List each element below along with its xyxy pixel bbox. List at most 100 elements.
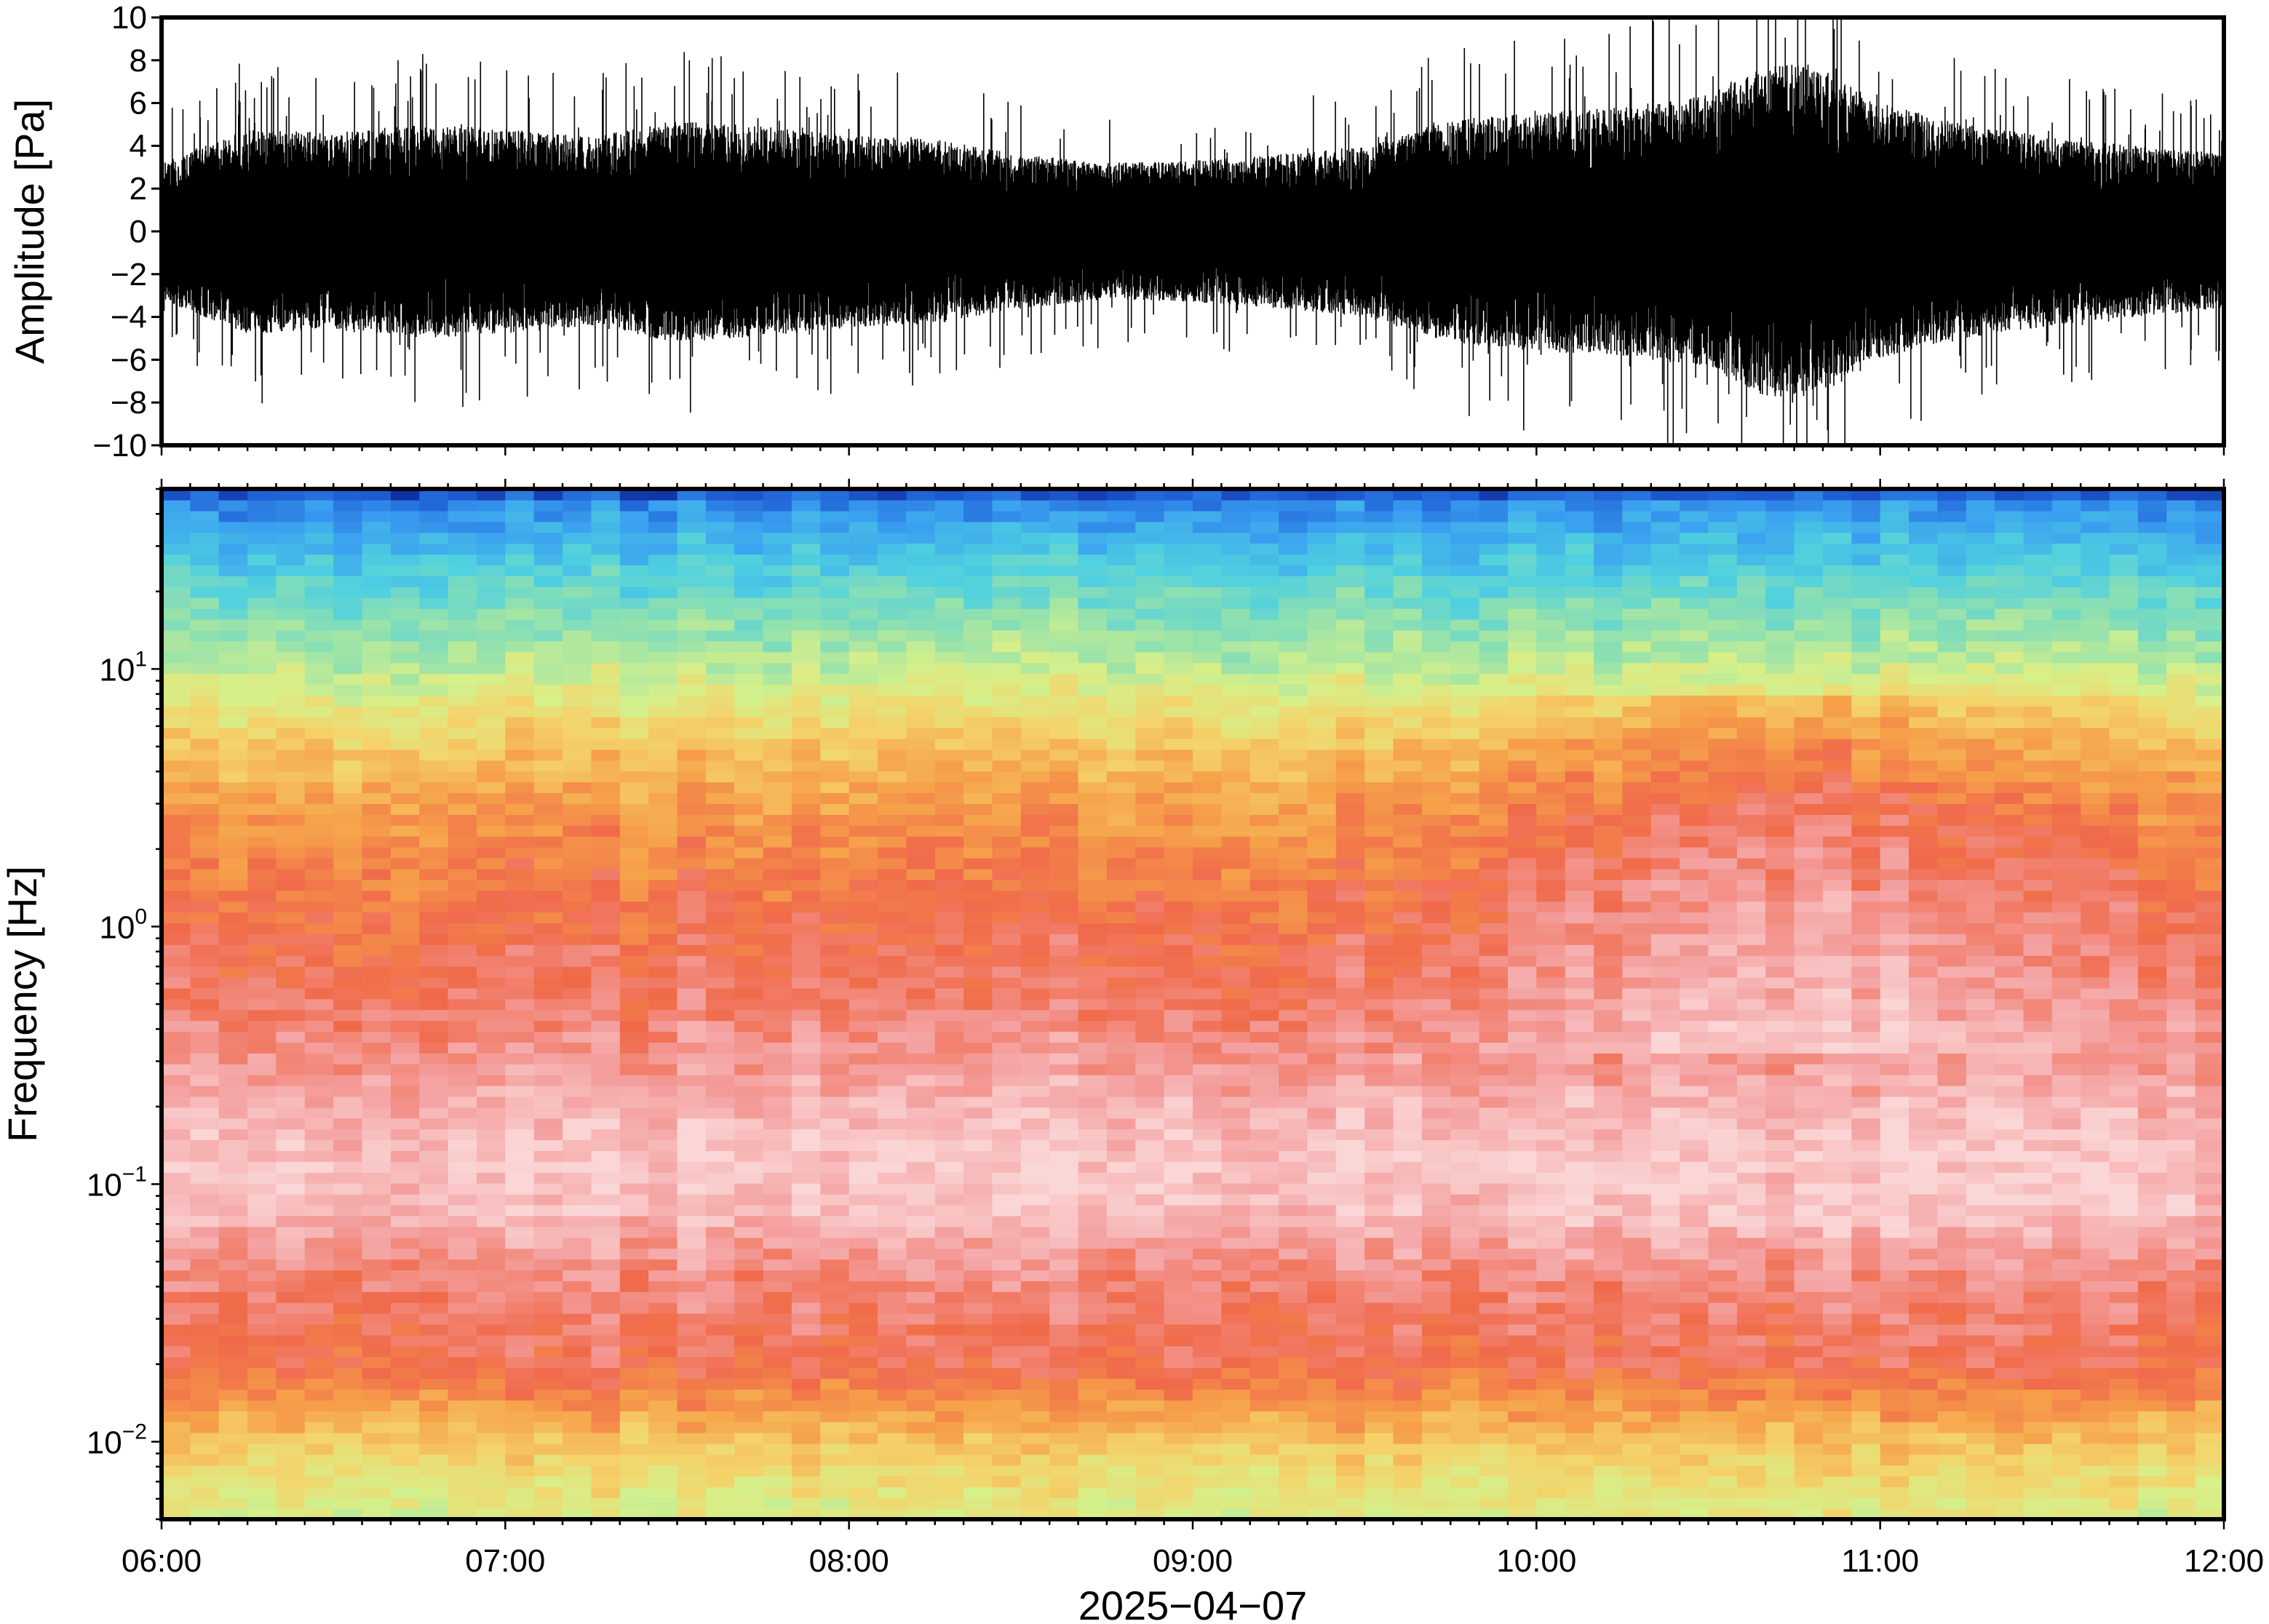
spectrogram-cell [1393, 717, 1423, 728]
spectrogram-cell [1421, 554, 1452, 566]
spectrogram-cell [563, 1421, 592, 1433]
spectrogram-cell [333, 1042, 363, 1054]
spectrogram-cell [1106, 923, 1137, 934]
spectrogram-cell [190, 1226, 220, 1238]
spectrogram-cell [849, 1432, 878, 1444]
spectrogram-cell [963, 1324, 993, 1336]
spectrogram-cell [906, 1259, 936, 1270]
spectrogram-cell [1020, 521, 1050, 533]
spectrogram-cell [1078, 1476, 1108, 1488]
spectrogram-cell [247, 1226, 277, 1238]
spectrogram-cell [1307, 1378, 1337, 1390]
spectrogram-cell [878, 576, 907, 587]
spectrogram-cell [477, 1053, 506, 1064]
spectrogram-cell [1594, 998, 1624, 1011]
spectrogram-cell [190, 1454, 220, 1466]
spectrogram-cell [619, 565, 649, 576]
spectrogram-cell [992, 1345, 1022, 1358]
spectrogram-cell [1450, 499, 1480, 512]
spectrogram-cell [390, 1009, 421, 1022]
spectrogram-cell [849, 857, 878, 869]
spectrogram-cell [878, 521, 907, 533]
spectrogram-cell [448, 1410, 477, 1422]
spectrogram-cell [619, 586, 649, 598]
spectrogram-cell [1421, 760, 1452, 772]
spectrogram-cell [390, 749, 421, 761]
spectrogram-cell [563, 532, 592, 544]
spectrogram-cell [1479, 1161, 1509, 1173]
spectrogram-cell [963, 662, 993, 674]
spectrogram-cell [992, 1107, 1022, 1119]
spectrogram-cell [1106, 543, 1137, 555]
spectrogram-cell [162, 1432, 191, 1444]
spectrogram-cell [333, 803, 363, 815]
spectrogram-cell [1193, 836, 1223, 848]
spectrogram-cell [619, 673, 649, 685]
spectrogram-cell [934, 987, 964, 1000]
spectrogram-cell [1193, 576, 1223, 587]
spectrogram-cell [791, 966, 822, 978]
spectrogram-cell [1020, 1400, 1050, 1412]
spectrogram-cell [190, 1064, 220, 1075]
spectrogram-cell [1078, 1042, 1108, 1054]
spectrogram-cell [1078, 1389, 1108, 1401]
spectrogram-cell [963, 868, 993, 880]
spectrogram-cell [477, 901, 506, 913]
spectrogram-cell [849, 1139, 878, 1151]
spectrogram-cell [533, 934, 563, 945]
spectrogram-cell [190, 521, 220, 533]
spectrogram-cell [648, 901, 678, 913]
spectrogram-cell [963, 1367, 993, 1379]
spectrogram-cell [1335, 1421, 1365, 1433]
spectrogram-cell [362, 879, 392, 891]
spectrogram-cell [791, 1085, 822, 1097]
spectrogram-cell [906, 901, 936, 913]
spectrogram-cell [1106, 1345, 1137, 1358]
spectrogram-cell [162, 846, 191, 859]
spectrogram-cell [734, 1389, 764, 1401]
spectrogram-cell [1135, 879, 1165, 891]
spectrogram-cell [1279, 1129, 1308, 1141]
spectrogram-cell [1078, 1345, 1108, 1358]
spectrogram-cell [1164, 717, 1193, 728]
spectrogram-cell [1106, 1009, 1137, 1022]
spectrogram-cell [963, 1443, 993, 1455]
spectrogram-cell [1479, 912, 1509, 923]
spectrogram-cell [963, 1139, 993, 1151]
spectrogram-cell [1450, 738, 1480, 750]
spectrogram-cell [1249, 749, 1279, 761]
spectrogram-cell [1164, 1508, 1193, 1519]
spectrogram-cell [419, 944, 449, 956]
spectrogram-cell [333, 879, 363, 891]
spectrogram-cell [419, 1356, 449, 1369]
spectrogram-cell [1307, 857, 1337, 869]
spectrogram-cell [276, 532, 306, 544]
spectrogram-cell [820, 1400, 850, 1412]
spectrogram-cell [1536, 1204, 1566, 1217]
spectrogram-cell [419, 695, 449, 706]
spectrogram-cell [362, 597, 392, 609]
spectrogram-cell [1622, 1042, 1652, 1054]
spectrogram-cell [1106, 1237, 1137, 1249]
spectrogram-cell [1106, 955, 1137, 967]
spectrogram-cell [1594, 597, 1624, 609]
spectrogram-cell [218, 857, 248, 869]
spectrogram-cell [390, 565, 421, 576]
spectrogram-cell [1135, 955, 1165, 967]
spectrogram-cell [1106, 976, 1137, 989]
spectrogram-cell [1049, 955, 1079, 967]
spectrogram-cell [992, 1096, 1022, 1108]
spectrogram-cell [1421, 576, 1452, 587]
spectrogram-cell [190, 565, 220, 576]
spectrogram-cell [820, 955, 850, 967]
spectrogram-cell [791, 727, 822, 739]
spectrogram-cell [162, 489, 191, 501]
spectrogram-cell [533, 987, 563, 1000]
spectrogram-cell [419, 955, 449, 967]
spectrogram-cell [304, 1345, 334, 1358]
spectrogram-cell [563, 1497, 592, 1509]
spectrogram-cell [390, 1497, 421, 1509]
spectrogram-cell [276, 814, 306, 826]
spectrogram-cell [1335, 738, 1365, 750]
spectrogram-cell [878, 857, 907, 869]
